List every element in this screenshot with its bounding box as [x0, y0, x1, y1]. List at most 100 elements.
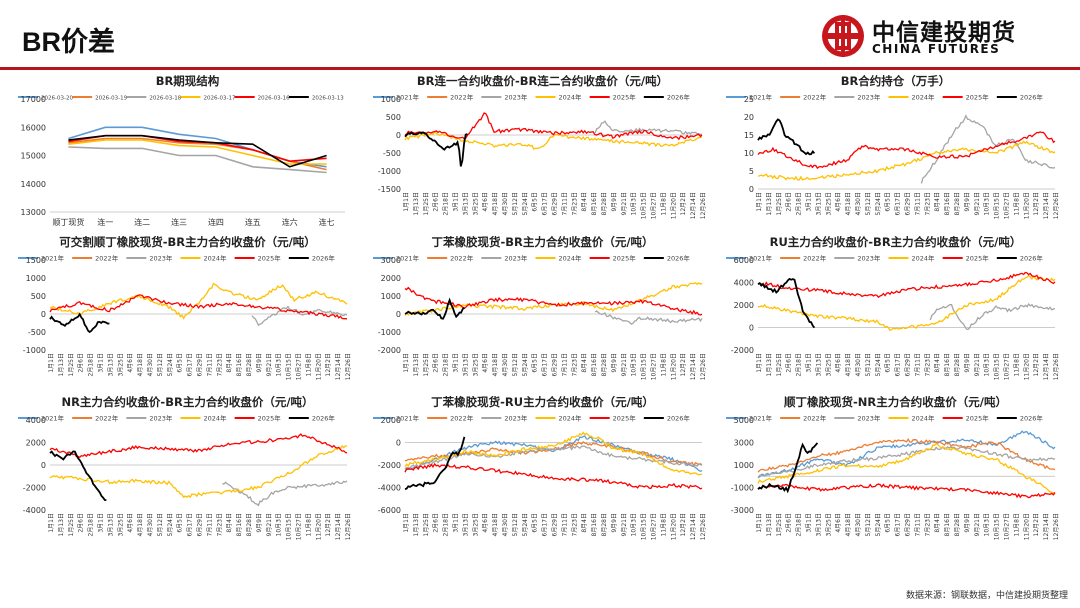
x-tick-label: 5月12日	[865, 353, 872, 376]
y-tick-label: 500	[31, 292, 46, 301]
x-tick-label: 4月6日	[482, 513, 489, 533]
x-tick-label: 9月9日	[256, 513, 263, 533]
x-tick-label: 8月28日	[954, 513, 961, 536]
y-tick-label: 0	[396, 131, 401, 140]
citic-logo-icon	[822, 15, 864, 57]
series-line-2023年	[222, 480, 348, 507]
x-tick-label: 7月23日	[924, 192, 931, 215]
y-tick-label: 2000	[26, 439, 46, 448]
legend-label: 2026-03-18	[149, 96, 181, 102]
series-line-2024年	[49, 282, 348, 320]
legend-label: 2026-03-19	[95, 96, 127, 102]
x-tick-label: 12月26日	[1053, 192, 1060, 219]
x-tick-label: 6月17日	[895, 353, 902, 376]
x-tick-label: 1月13日	[58, 513, 65, 536]
x-tick-label: 11月8日	[660, 353, 667, 376]
x-tick-label: 连七	[319, 217, 335, 227]
series-line-2024年	[757, 274, 1056, 332]
x-tick-label: 6月17日	[895, 513, 902, 536]
legend-label: 2022年	[450, 93, 474, 102]
series-line-2023年	[404, 445, 703, 470]
x-tick-label: 7月11日	[914, 192, 921, 215]
legend-label: 2026-03-20	[41, 96, 73, 102]
x-tick-label: 5月24日	[522, 353, 529, 376]
x-tick-label: 8月28日	[246, 513, 253, 536]
legend-label: 2021年	[749, 93, 773, 102]
x-tick-label: 2月6日	[786, 353, 793, 373]
x-tick-label: 2月6日	[78, 353, 85, 373]
x-tick-label: 9月21日	[974, 353, 981, 376]
x-tick-label: 11月8日	[1013, 513, 1020, 536]
y-tick-label: 5	[749, 167, 754, 176]
legend-label: 2026-03-16	[258, 96, 290, 102]
x-tick-label: 1月13日	[413, 513, 420, 536]
x-tick-label: 4月30日	[855, 513, 862, 536]
x-tick-label: 12月14日	[690, 192, 697, 219]
x-tick-label: 3月25日	[117, 353, 124, 376]
series-line-2025年	[757, 131, 1056, 170]
legend-label: 2025年	[966, 414, 990, 423]
x-tick-label: 9月9日	[964, 513, 971, 533]
x-tick-label: 10月27日	[1004, 192, 1011, 219]
x-tick-label: 7月11日	[561, 353, 568, 376]
x-tick-label: 4月6日	[127, 353, 134, 373]
x-tick-label: 10月15日	[286, 353, 293, 380]
x-tick-label: 12月14日	[1043, 513, 1050, 540]
x-tick-label: 6月5日	[177, 353, 184, 373]
x-tick-label: 6月5日	[177, 513, 184, 533]
x-tick-label: 8月4日	[581, 192, 588, 212]
x-tick-label: 6月29日	[905, 353, 912, 376]
x-tick-label: 4月18日	[492, 513, 499, 536]
x-tick-label: 8月16日	[236, 513, 243, 536]
x-tick-label: 10月15日	[994, 353, 1001, 380]
x-tick-label: 5月12日	[512, 513, 519, 536]
x-tick-label: 10月3日	[631, 192, 638, 215]
x-tick-label: 8月28日	[601, 513, 608, 536]
series-line-2025年	[49, 433, 348, 459]
x-tick-label: 7月23日	[924, 513, 931, 536]
y-tick-label: -2000	[23, 484, 46, 493]
y-tick-label: -1000	[23, 346, 46, 355]
x-tick-label: 6月29日	[197, 353, 204, 376]
x-tick-label: 3月1日	[806, 353, 813, 373]
legend-label: 2022年	[803, 93, 827, 102]
x-tick-label: 4月18日	[845, 513, 852, 536]
x-tick-label: 6月29日	[905, 192, 912, 215]
y-tick-label: -4000	[378, 484, 401, 493]
x-tick-label: 9月21日	[974, 192, 981, 215]
y-tick-label: -2000	[731, 346, 754, 355]
legend-label: 2023年	[857, 254, 881, 263]
legend-label: 2026年	[1020, 254, 1044, 263]
y-tick-label: 25	[744, 95, 754, 104]
x-tick-label: 8月28日	[954, 192, 961, 215]
x-tick-label: 4月18日	[492, 353, 499, 376]
x-tick-label: 7月23日	[924, 353, 931, 376]
x-tick-label: 5月12日	[512, 353, 519, 376]
x-tick-label: 12月26日	[700, 353, 707, 380]
x-tick-label: 3月1日	[806, 513, 813, 533]
series-line-2025年	[404, 112, 703, 141]
legend-label: 2024年	[559, 414, 583, 423]
x-tick-label: 6月17日	[895, 192, 902, 215]
x-tick-label: 6月29日	[552, 513, 559, 536]
y-tick-label: 0	[749, 185, 754, 194]
x-tick-label: 10月27日	[1004, 513, 1011, 540]
series-line-2025年	[757, 271, 1056, 299]
x-tick-label: 10月3日	[631, 353, 638, 376]
x-tick-label: 8月28日	[954, 353, 961, 376]
chart-br-spot-nr-spread: 顺丁橡胶现货-NR主力合约收盘价（元/吨） 2021年 2022年 2023年 2024…	[726, 395, 1060, 540]
x-tick-label: 8月16日	[591, 513, 598, 536]
x-tick-label: 2月18日	[796, 513, 803, 536]
x-tick-label: 3月13日	[815, 513, 822, 536]
x-tick-label: 8月16日	[944, 513, 951, 536]
series-line-2023年	[594, 120, 702, 136]
x-tick-label: 3月25日	[472, 513, 479, 536]
series-line-2023年	[251, 305, 348, 327]
x-tick-label: 6月29日	[905, 513, 912, 536]
x-tick-label: 12月14日	[1043, 192, 1050, 219]
x-tick-label: 5月12日	[157, 513, 164, 536]
x-tick-label: 3月13日	[815, 192, 822, 215]
legend-label: 2023年	[857, 414, 881, 423]
chart-title: BR连一合约收盘价-BR连二合约收盘价（元/吨）	[417, 74, 668, 88]
x-tick-label: 3月1日	[453, 353, 460, 373]
